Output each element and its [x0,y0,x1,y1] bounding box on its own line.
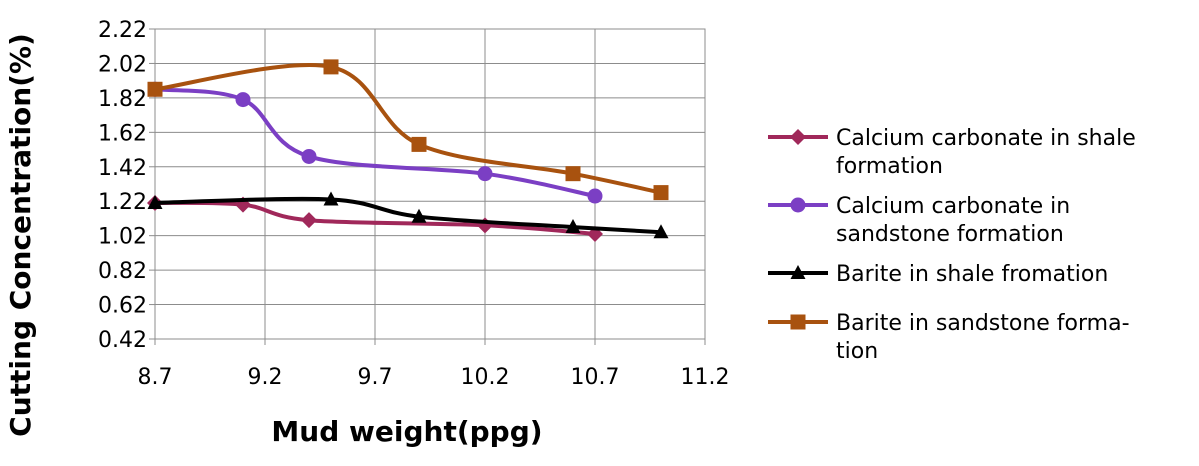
series-line [154,200,596,236]
legend-label: formation [836,154,943,179]
data-point [653,224,669,239]
data-point [565,219,581,234]
legend-entry: Barite in shale fromation [768,262,1108,287]
data-point [653,185,669,201]
legend-label: Calcium carbonate in shale [836,126,1136,151]
y-tick-label: 2.22 [98,18,147,43]
x-tick-label: 11.2 [681,365,730,390]
plot-border [154,28,706,340]
data-point [411,208,427,223]
legend: Calcium carbonate in shaleformationCalci… [768,126,1136,364]
legend-label: tion [836,339,878,364]
legend-swatch-marker [790,314,806,330]
x-tick-label: 9.2 [248,365,283,390]
legend-label: sandstone formation [836,222,1064,247]
legend-label: Barite in sandstone forma- [836,311,1130,336]
x-tick-label: 8.7 [138,365,173,390]
data-point [301,148,317,164]
data-point [235,92,251,108]
data-point [301,212,317,229]
y-axis-title: Cutting Concentration(%) [4,33,37,437]
plot-area [154,28,706,340]
y-tick-label: 1.42 [98,156,147,181]
series-line [154,87,596,199]
y-tick-label: 0.42 [98,328,147,353]
data-point [477,166,493,182]
x-tick-label: 10.7 [571,365,620,390]
legend-entry: Barite in sandstone forma-tion [768,311,1130,364]
legend-entry: Calcium carbonate in sandstone formation [768,194,1070,247]
legend-swatch-marker [790,197,806,213]
gridlines [149,28,706,345]
y-tick-label: 0.82 [98,259,147,284]
data-point [587,188,603,204]
x-tick-label: 9.7 [358,365,393,390]
y-tick-label: 1.62 [98,121,147,146]
series-3 [147,191,669,239]
data-point [565,166,581,182]
x-axis-title: Mud weight(ppg) [271,415,542,448]
series-line [154,63,662,195]
y-tick-label: 1.22 [98,190,147,215]
x-axis-ticks: 8.7 9.2 9.7 10.2 10.7 11.2 [138,365,730,390]
x-tick-label: 10.2 [461,365,510,390]
y-tick-label: 2.02 [98,52,147,77]
series-4 [147,59,669,201]
y-tick-label: 1.02 [98,225,147,250]
data-point [147,194,163,209]
data-point [323,191,339,206]
legend-swatch-marker [790,265,806,279]
y-tick-label: 1.82 [98,87,147,112]
legend-swatch-marker [790,129,806,145]
y-axis-ticks: 0.42 0.62 0.82 1.02 1.22 1.42 1.62 1.82 2.02 2.22 [98,18,147,353]
data-point [147,81,163,97]
legend-label: Barite in shale fromation [836,262,1108,287]
legend-label: Calcium carbonate in [836,194,1070,219]
series-layer [147,59,669,242]
data-point [411,136,427,152]
data-point [323,59,339,75]
y-tick-label: 0.62 [98,294,147,319]
legend-entry: Calcium carbonate in shale formation [768,126,1136,179]
